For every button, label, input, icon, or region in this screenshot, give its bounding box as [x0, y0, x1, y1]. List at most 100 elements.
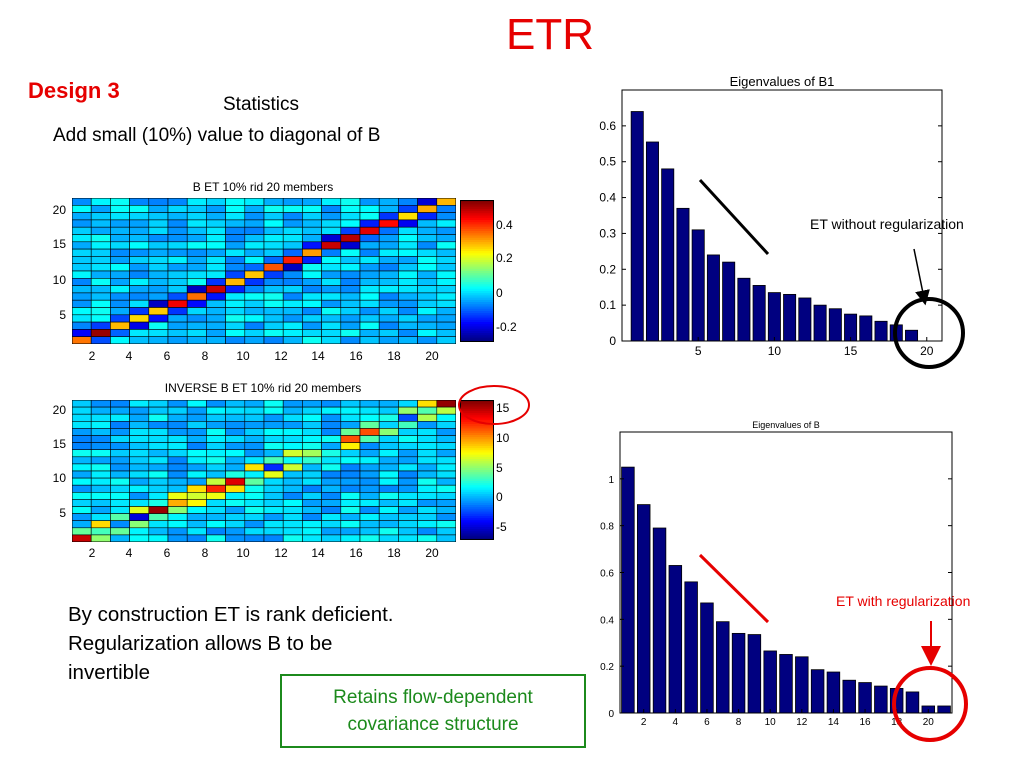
- heatmap-cell: [302, 314, 322, 323]
- heatmap-cell: [398, 263, 418, 272]
- heatmap-cell: [148, 463, 169, 472]
- heatmap-cell: [186, 285, 207, 294]
- heatmap-cell: [378, 219, 399, 228]
- heatmap-cell: [417, 463, 438, 472]
- heatmap-cell: [340, 263, 361, 272]
- colorbar-step: [460, 452, 494, 456]
- heatmap-cell: [225, 499, 246, 507]
- heatmap-cell: [302, 456, 322, 465]
- heatmap-cell: [186, 292, 207, 301]
- heatmap-bottom-xtick: 8: [201, 546, 209, 560]
- heatmap-cell: [378, 278, 399, 286]
- heatmap-cell: [90, 321, 111, 330]
- heatmap-cell: [90, 520, 111, 529]
- heatmap-cell: [263, 198, 284, 206]
- bar: [937, 705, 951, 714]
- heatmap-cell: [186, 406, 207, 415]
- colorbar-step: [460, 511, 494, 515]
- heatmap-top: [72, 198, 456, 344]
- heatmap-cell: [206, 226, 226, 235]
- heatmap-cell: [129, 248, 150, 257]
- heatmap-cell: [90, 241, 111, 250]
- heatmap-cell: [167, 263, 188, 272]
- heatmap-cell: [186, 263, 207, 272]
- heatmap-cell: [302, 285, 322, 294]
- callout-without-regularization: ET without regularization: [810, 216, 964, 232]
- heatmap-cell: [378, 205, 399, 213]
- heatmap-cell: [206, 534, 226, 542]
- heatmap-cell: [186, 256, 207, 265]
- heatmap-cell: [129, 198, 150, 206]
- colorbar-step: [460, 502, 494, 506]
- heatmap-cell: [206, 449, 226, 458]
- heatmap-cell: [225, 470, 246, 479]
- heatmap-cell: [225, 506, 246, 514]
- heatmap-cell: [398, 527, 418, 536]
- heatmap-cell: [129, 285, 150, 294]
- heatmap-cell: [321, 520, 342, 529]
- heatmap-cell: [72, 492, 92, 500]
- heatmap-cell: [359, 270, 380, 279]
- heatmap-cell: [398, 226, 418, 235]
- heatmap-cell: [72, 248, 92, 257]
- heatmap-cell: [321, 499, 342, 507]
- heatmap-cell: [263, 527, 284, 536]
- heatmap-cell: [244, 470, 265, 479]
- heatmap-bottom-title: INVERSE B ET 10% rid 20 members: [164, 381, 362, 395]
- colorbar-step: [460, 288, 494, 292]
- heatmap-cell: [302, 205, 322, 213]
- heatmap-cell: [148, 428, 169, 436]
- heatmap-cell: [167, 270, 188, 279]
- heatmap-cell: [321, 219, 342, 228]
- heatmap-cell: [167, 492, 188, 500]
- heatmap-cell: [282, 413, 303, 422]
- heatmap-cell: [72, 299, 92, 308]
- heatmap-cell: [417, 435, 438, 443]
- heatmap-cell: [378, 492, 399, 500]
- bar: [874, 685, 888, 714]
- heatmap-cell: [186, 456, 207, 465]
- heatmap-cell: [263, 400, 284, 408]
- heatmap-cell: [359, 248, 380, 257]
- heatmap-cell: [302, 400, 322, 408]
- heatmap-cell: [378, 248, 399, 257]
- colorbar-step: [460, 313, 494, 316]
- heatmap-cell: [417, 406, 438, 415]
- heatmap-cell: [225, 263, 246, 272]
- heatmap-cell: [417, 270, 438, 279]
- heatmap-cell: [244, 400, 265, 408]
- heatmap-cell: [378, 270, 399, 279]
- colorbar-step: [460, 255, 494, 259]
- heatmap-cell: [90, 534, 111, 542]
- heatmap-cell: [244, 198, 265, 206]
- colorbar-step: [460, 413, 494, 416]
- bar: [621, 466, 635, 714]
- ytick-label: 0: [609, 334, 616, 348]
- heatmap-cell: [417, 513, 438, 521]
- heatmap-cell: [148, 400, 169, 408]
- colorbar-step: [460, 435, 494, 438]
- colorbar-step: [460, 282, 494, 285]
- heatmap-cell: [378, 413, 399, 422]
- heatmap-cell: [90, 428, 111, 436]
- heatmap-cell: [148, 484, 169, 493]
- heatmap-cell: [90, 513, 111, 521]
- heatmap-cell: [398, 314, 418, 323]
- heatmap-cell: [186, 198, 207, 206]
- colorbar-step: [460, 463, 494, 467]
- stats-subheading: Add small (10%) value to diagonal of B: [53, 125, 381, 146]
- heatmap-cell: [110, 520, 130, 529]
- heatmap-bottom-xtick: 16: [349, 546, 363, 560]
- heatmap-cell: [378, 449, 399, 458]
- bar: [731, 632, 746, 714]
- heatmap-cell: [167, 219, 188, 228]
- heatmap-cell: [225, 456, 246, 465]
- heatmap-cell: [72, 484, 92, 493]
- colorbar-step: [460, 478, 494, 482]
- heatmap-cell: [398, 248, 418, 257]
- heatmap-cell: [321, 263, 342, 272]
- heatmap-cell: [359, 321, 380, 330]
- heatmap-cell: [263, 329, 284, 337]
- bar: [859, 315, 873, 342]
- heatmap-cell: [282, 400, 303, 408]
